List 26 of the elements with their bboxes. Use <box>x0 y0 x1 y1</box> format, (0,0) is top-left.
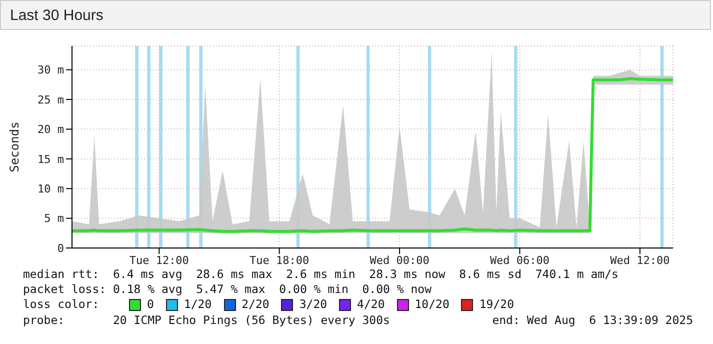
chart-title: Last 30 Hours <box>10 7 104 24</box>
x-tick-label: Wed 12:00 <box>610 254 670 267</box>
text: packet loss: 0.18 % avg 5.47 % max 0.00 % min 0.00 % now <box>23 282 432 298</box>
y-tick-label: 0 <box>57 242 64 255</box>
y-axis-title: Seconds <box>7 122 22 172</box>
x-tick-label: Tue 12:00 <box>129 254 189 267</box>
text: median rtt: 6.4 ms avg 28.6 ms max 2.6 ms min 28.3 ms now 8.6 ms sd 740.1 m am/s <box>23 267 620 282</box>
text: 10/20 <box>414 297 450 313</box>
text: end: Wed Aug 6 13:39:09 2025 <box>492 312 693 328</box>
text: 3/20 <box>298 297 328 313</box>
x-tick-label: Wed 06:00 <box>490 254 550 267</box>
text: 19/20 <box>478 297 514 313</box>
y-tick-label: 10 m <box>38 182 64 196</box>
y-tick-label: 20 m <box>38 123 64 136</box>
y-tick-label: 15 m <box>38 152 64 166</box>
text: probe: 20 ICMP Echo Pings (56 Bytes) every 300s <box>23 312 390 328</box>
text: loss color: <box>23 297 100 313</box>
text: 0 <box>146 297 154 313</box>
text: 1/20 <box>182 297 212 313</box>
y-tick-label: 5 m <box>44 212 64 226</box>
y-tick-label: 30 m <box>38 64 64 77</box>
text: 4/20 <box>356 297 385 313</box>
x-tick-label: Tue 18:00 <box>250 254 310 267</box>
x-tick-label: Wed 00:00 <box>370 254 430 267</box>
y-tick-label: 25 m <box>38 93 64 106</box>
text: 2/20 <box>240 297 270 313</box>
